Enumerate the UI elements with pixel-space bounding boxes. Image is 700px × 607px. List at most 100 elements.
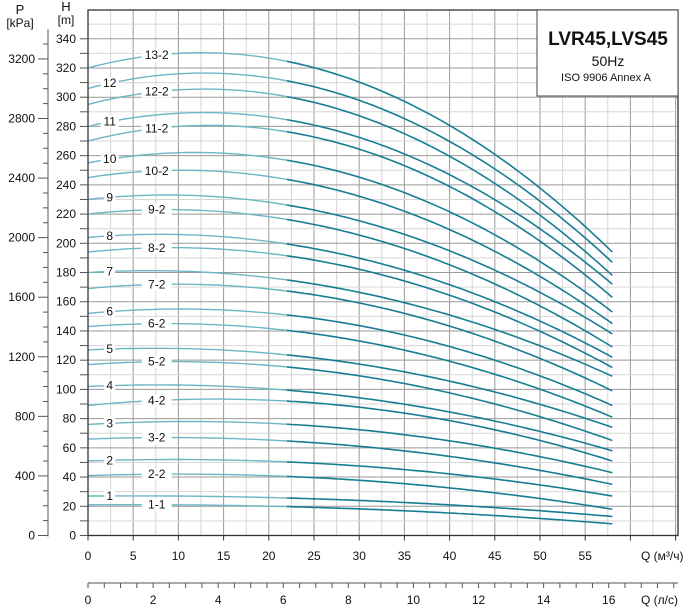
curve-label: 2-2	[148, 467, 166, 481]
y-axis-tick-label: 340	[56, 32, 76, 46]
x-axis-tick-label: 0	[85, 549, 92, 563]
curve-4	[286, 389, 613, 452]
curve-8	[286, 243, 613, 358]
curve-5-2	[286, 366, 613, 442]
curve-label-background	[100, 115, 119, 128]
curve-5-low-flow	[87, 347, 287, 356]
y2-axis-tick-label: 2000	[8, 231, 35, 245]
curve-label: 7-2	[148, 277, 166, 291]
curve-8-2-low-flow	[87, 247, 287, 257]
curve-9-2	[286, 218, 613, 348]
y-axis-unit: [m]	[58, 13, 75, 27]
curve-label-background	[104, 229, 116, 242]
curve-11	[286, 118, 613, 285]
y2-axis-tick-label: 2400	[8, 171, 35, 185]
chart-note: ISO 9906 Annex A	[561, 72, 652, 84]
curve-6-low-flow	[87, 308, 287, 316]
curve-12	[286, 80, 613, 263]
curve-label: 4	[106, 379, 113, 393]
curve-3-2-low-flow	[87, 436, 287, 442]
curve-11-low-flow	[87, 111, 288, 128]
curve-12-2	[286, 95, 613, 276]
y2-axis-tick-label: 400	[15, 469, 35, 483]
curve-label: 7	[106, 264, 113, 278]
curve-label: 4-2	[148, 393, 166, 407]
curve-label-background	[141, 203, 172, 216]
curve-10-2-low-flow	[87, 169, 288, 181]
curve-label-background	[141, 241, 172, 254]
y2-axis-tick-label: 1600	[8, 290, 35, 304]
curve-label: 10	[103, 152, 117, 166]
curve-12-low-flow	[87, 72, 288, 90]
x2-axis-tick-label: 0	[85, 593, 92, 607]
curve-label: 9-2	[148, 203, 166, 217]
x-axis-tick-label: 25	[307, 549, 321, 563]
curve-label-background	[141, 355, 172, 368]
y-axis-tick-label: 180	[56, 266, 76, 280]
curve-label-background	[104, 417, 116, 430]
y-axis-tick-label: 20	[63, 499, 77, 513]
x-axis-tick-label: 35	[398, 549, 412, 563]
y-axis-tick-label: 200	[56, 236, 76, 250]
curve-label: 2	[106, 453, 113, 467]
curve-label-background	[141, 468, 172, 481]
x-axis-tick-label: 20	[262, 549, 276, 563]
curve-7-2-low-flow	[87, 283, 287, 292]
curve-label: 8-2	[148, 241, 166, 255]
curve-1-1	[286, 505, 613, 525]
curve-3-low-flow	[87, 420, 287, 426]
y-axis-tick-label: 120	[56, 353, 76, 367]
curve-10-low-flow	[87, 151, 288, 164]
curve-label: 11-2	[145, 121, 168, 135]
curve-label-background	[141, 49, 172, 62]
chart-title: LVR45,LVS45	[548, 29, 668, 50]
x-axis-tick-label: 45	[488, 549, 502, 563]
curve-1-low-flow	[87, 495, 287, 499]
curve-2-low-flow	[87, 458, 287, 463]
y-axis-tick-label: 160	[56, 295, 76, 309]
x-axis-tick-label: 10	[172, 549, 186, 563]
curve-1	[286, 497, 613, 518]
x-axis-tick-label: 5	[130, 549, 137, 563]
curve-9-2-low-flow	[87, 208, 288, 221]
x2-axis-tick-label: 16	[602, 593, 616, 607]
curve-5-2-low-flow	[87, 360, 287, 368]
curve-label-background	[141, 394, 172, 407]
x2-axis-title: Q (л/с)	[641, 593, 678, 607]
y-axis-tick-label: 0	[69, 529, 76, 543]
x-axis-tick-label: 15	[217, 549, 231, 563]
curve-label: 12	[103, 76, 117, 90]
y-axis-tick-label: 100	[56, 382, 76, 396]
x2-axis-tick-label: 4	[215, 593, 222, 607]
curve-label-background	[141, 164, 172, 177]
y-axis-tick-label: 320	[56, 61, 76, 75]
x-axis-tick-label: 40	[443, 549, 457, 563]
curve-13-2-low-flow	[87, 51, 288, 69]
x2-axis-tick-label: 6	[280, 593, 287, 607]
curve-11-2-low-flow	[87, 124, 288, 142]
legend-box: LVR45,LVS45 50Hz ISO 9906 Annex A	[536, 9, 679, 97]
curve-2	[286, 461, 613, 497]
y-axis-tick-label: 260	[56, 149, 76, 163]
curve-5	[286, 354, 613, 429]
axes: 0204060801001201401601802002202402602803…	[8, 9, 679, 607]
curve-label-background	[141, 498, 172, 511]
curve-13-2	[286, 60, 613, 253]
curve-label-background	[104, 379, 116, 392]
x-axis-title: Q (м³/ч)	[641, 549, 684, 563]
curve-8-2	[286, 255, 613, 369]
x2-axis-tick-label: 2	[150, 593, 157, 607]
y2-axis-unit: [kPa]	[6, 16, 33, 30]
curve-10-2	[286, 178, 613, 325]
curve-label: 1-1	[148, 498, 166, 512]
curve-label-background	[104, 305, 116, 318]
y-axis-tick-label: 140	[56, 324, 76, 338]
curve-2-2	[286, 475, 613, 510]
x2-axis-tick-label: 14	[537, 593, 551, 607]
curve-8-low-flow	[87, 233, 288, 245]
curve-10	[286, 159, 613, 313]
curve-label-background	[141, 122, 172, 135]
y-axis-tick-label: 60	[63, 441, 77, 455]
